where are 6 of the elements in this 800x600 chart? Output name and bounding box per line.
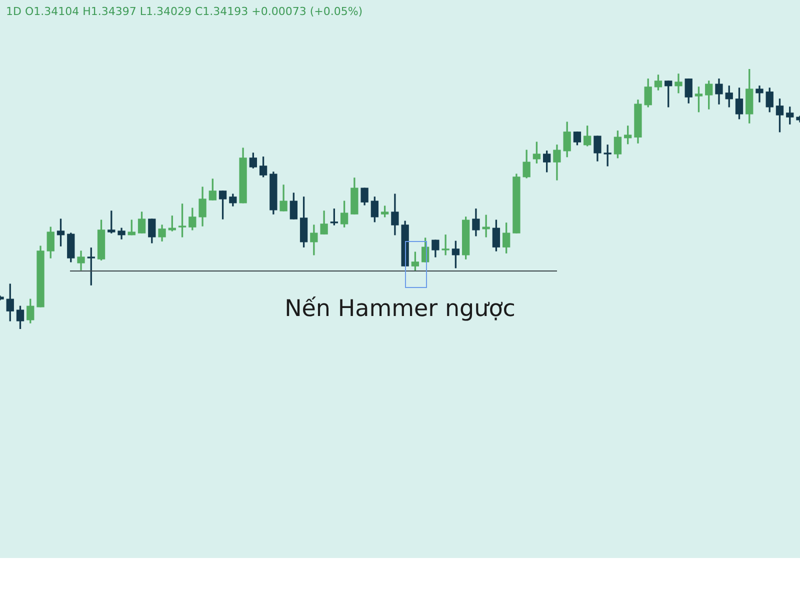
- chart-title: 1D O1.34104 H1.34397 L1.34029 C1.34193 +0.00073 (+0.05%): [6, 5, 363, 18]
- annotation: Nến Hammer ngược: [284, 296, 516, 322]
- candlestick: [330, 208, 338, 226]
- candlestick: [178, 204, 186, 238]
- candlestick: [604, 144, 612, 166]
- candlestick: [442, 234, 450, 256]
